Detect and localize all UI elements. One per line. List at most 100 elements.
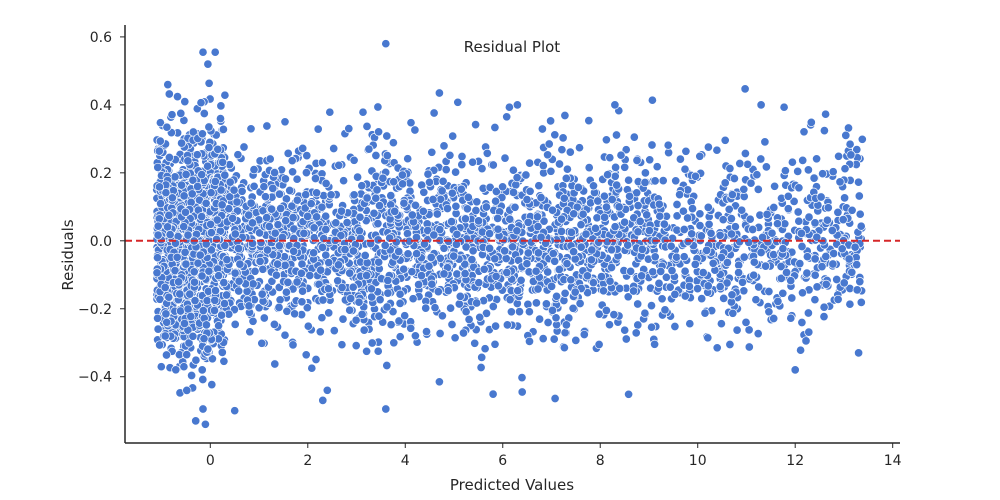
scatter-point [611, 130, 622, 140]
scatter-point [321, 178, 331, 189]
scatter-point [383, 275, 393, 286]
scatter-point [590, 223, 601, 233]
scatter-point [491, 271, 501, 281]
scatter-point [605, 276, 615, 286]
scatter-point [772, 219, 783, 229]
scatter-point [485, 182, 495, 192]
scatter-point [153, 221, 163, 231]
scatter-point [751, 295, 761, 305]
scatter-point [611, 162, 621, 172]
scatter-point [841, 130, 851, 140]
scatter-point [847, 267, 857, 277]
scatter-point [603, 170, 613, 180]
scatter-point [476, 362, 486, 373]
scatter-point [508, 165, 518, 175]
scatter-point [720, 178, 730, 188]
scatter-point [367, 338, 377, 348]
scatter-point [398, 179, 408, 189]
scatter-point [164, 152, 174, 163]
scatter-point [273, 259, 283, 269]
scatter-point [582, 271, 592, 281]
scatter-point [446, 303, 456, 313]
scatter-point [726, 229, 737, 239]
scatter-point [854, 191, 864, 201]
scatter-point [270, 168, 280, 178]
scatter-point [581, 229, 591, 239]
scatter-point [233, 150, 243, 160]
scatter-point [412, 249, 422, 259]
scatter-point [712, 343, 722, 353]
scatter-point [454, 299, 464, 309]
scatter-point [797, 288, 808, 298]
scatter-point [298, 143, 308, 153]
scatter-point [230, 319, 240, 329]
scatter-point [317, 202, 327, 212]
scatter-point [722, 258, 732, 268]
scatter-point [161, 309, 171, 319]
scatter-point [512, 100, 522, 110]
scatter-point [399, 198, 409, 208]
scatter-point [180, 247, 190, 257]
scatter-point [654, 278, 664, 288]
scatter-point [362, 258, 372, 268]
scatter-point [386, 191, 396, 201]
scatter-point [610, 222, 620, 232]
scatter-point [250, 266, 260, 276]
scatter-point [672, 252, 682, 262]
scatter-point [552, 291, 562, 301]
scatter-point [798, 155, 808, 165]
scatter-point [587, 245, 597, 255]
scatter-point [200, 419, 210, 429]
scatter-point [388, 138, 398, 148]
scatter-point [637, 271, 647, 281]
scatter-point [156, 362, 166, 372]
scatter-point [248, 316, 258, 326]
scatter-point [702, 245, 712, 255]
scatter-point [189, 267, 199, 277]
scatter-point [197, 170, 207, 180]
scatter-point [230, 229, 240, 239]
scatter-point [339, 176, 349, 186]
scatter-point [403, 154, 413, 164]
scatter-point [667, 266, 677, 276]
scatter-point [309, 223, 319, 233]
scatter-point [416, 271, 427, 281]
scatter-point [556, 226, 567, 236]
scatter-point [760, 137, 770, 147]
scatter-point [796, 228, 806, 238]
scatter-point [685, 319, 695, 329]
scatter-point [780, 166, 790, 176]
scatter-point [718, 215, 728, 225]
scatter-point [598, 286, 609, 296]
scatter-point [512, 226, 522, 236]
scatter-point [610, 171, 620, 181]
scatter-point [410, 200, 421, 210]
y-tick-label: 0.6 [90, 30, 112, 46]
scatter-point [680, 164, 690, 174]
scatter-point [317, 242, 328, 252]
scatter-point [672, 211, 682, 221]
scatter-point [612, 180, 622, 190]
scatter-point [846, 150, 856, 160]
scatter-point [806, 117, 816, 127]
scatter-point [163, 222, 173, 232]
scatter-point [516, 275, 526, 285]
scatter-point [695, 209, 705, 219]
scatter-point [678, 206, 688, 216]
x-axis-title: Predicted Values [450, 476, 574, 494]
scatter-point [656, 266, 666, 276]
scatter-point [793, 166, 803, 176]
scatter-point [204, 122, 214, 132]
scatter-point [845, 139, 855, 149]
scatter-point [646, 301, 657, 311]
scatter-point [323, 284, 334, 294]
scatter-point [285, 185, 295, 196]
scatter-point [665, 282, 675, 292]
scatter-point [317, 158, 327, 168]
scatter-point [523, 248, 533, 258]
scatter-point [633, 201, 643, 211]
scatter-point [222, 290, 232, 300]
scatter-point [746, 178, 756, 188]
scatter-point [604, 320, 615, 330]
scatter-point [301, 190, 311, 200]
